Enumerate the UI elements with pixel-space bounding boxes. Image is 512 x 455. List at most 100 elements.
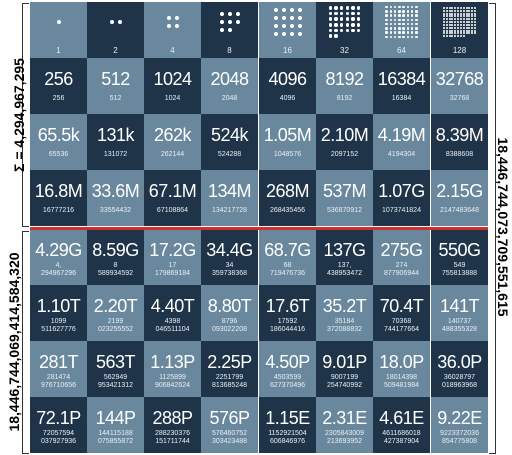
exact-value: 67108864: [156, 207, 189, 214]
dot: [468, 15, 471, 18]
dot: [459, 23, 462, 26]
exact-value: 1152921504 606846976: [268, 430, 307, 445]
dot: [454, 6, 457, 9]
dot: [415, 14, 418, 17]
value-cell: 70.4T 70368 744177664: [373, 285, 430, 341]
dot: [451, 26, 454, 29]
exact-value: 8388608: [445, 151, 474, 158]
dot: [462, 6, 465, 9]
dot: [351, 28, 355, 33]
dot: [398, 5, 401, 9]
dot: [448, 32, 451, 35]
dot: [462, 23, 465, 26]
dot: [462, 35, 465, 38]
dot: [398, 22, 401, 26]
dot: [339, 17, 344, 21]
dot: [454, 12, 457, 15]
dot: [389, 35, 393, 39]
dot: [457, 32, 460, 35]
dot: [457, 29, 460, 32]
exact-value: 144115188 075855872: [97, 430, 134, 445]
exact-value: 281474 976710656: [40, 374, 77, 389]
value-cell: 4.50P 4503599 627370496: [259, 341, 316, 397]
dot: [393, 18, 397, 22]
dot: [471, 21, 474, 23]
dot: [415, 35, 418, 39]
value-cell: 2.10M 2097152: [316, 114, 373, 170]
exact-value: 562949 953421312: [97, 374, 134, 389]
dot: [454, 18, 457, 21]
abbreviated-value: 4.19M: [377, 125, 426, 145]
dot-count-label: 1: [56, 46, 61, 55]
dot: [465, 32, 468, 35]
value-cell: 524k 524288: [201, 114, 258, 170]
abbreviated-value: 1.10T: [36, 296, 81, 316]
exact-value: 1125899 906842624: [154, 374, 191, 389]
value-cell: 8.80T 8796 093022208: [201, 285, 258, 341]
abbreviated-value: 268M: [265, 181, 310, 201]
exact-value: 4398 046511104: [155, 318, 190, 333]
value-cell: 2.20T 2199 023255552: [87, 285, 144, 341]
abbreviated-value: 9.01P: [322, 352, 367, 372]
dot: [334, 28, 338, 33]
exact-value: 262144: [160, 151, 185, 158]
abbreviated-value: 1024: [153, 69, 192, 89]
dot: [328, 23, 333, 27]
abbreviated-value: 512: [101, 69, 130, 89]
abbreviated-value: 4.29G: [35, 240, 82, 260]
exact-value: 4503599 627370496: [269, 374, 306, 389]
dot: [297, 16, 302, 20]
dot: [328, 11, 333, 16]
dot: [166, 16, 171, 20]
dot: [471, 12, 474, 15]
exact-value: 549 755813888: [441, 262, 478, 277]
abbreviated-value: 35.2T: [322, 296, 367, 316]
exact-value: 17592 186044416: [269, 318, 306, 333]
abbreviated-value: 8192: [325, 69, 364, 89]
value-cell: 72.1P 72057594 037927936: [30, 397, 87, 453]
dot: [459, 15, 462, 18]
abbreviated-value: 1.13P: [150, 352, 195, 372]
dot: [415, 22, 418, 26]
exact-value: 33554432: [99, 207, 132, 214]
value-cell: 68.7G 68 719476736: [259, 229, 316, 285]
dot: [445, 29, 448, 32]
dot-pattern: [259, 2, 316, 42]
dot: [339, 28, 344, 33]
dot-cell: 64: [373, 2, 430, 58]
dot: [219, 12, 224, 16]
exact-value: 134217728: [211, 207, 248, 214]
dot: [468, 6, 471, 9]
dot: [351, 6, 355, 10]
abbreviated-value: 65.5k: [37, 125, 80, 145]
abbreviated-value: 1.15E: [265, 408, 310, 428]
abbreviated-value: 288P: [152, 408, 193, 428]
value-cell: 1.07G 1073741824: [373, 170, 430, 226]
dot: [454, 23, 457, 26]
dot: [402, 27, 405, 30]
dot-cell: 2: [87, 2, 144, 58]
abbreviated-value: 1.07G: [378, 181, 425, 201]
dot: [442, 21, 445, 23]
dot: [328, 6, 333, 10]
abbreviated-value: 9.22E: [437, 408, 482, 428]
value-cell: 16384 16384: [373, 58, 430, 114]
dot: [448, 29, 451, 32]
dot: [442, 6, 445, 9]
dot-cell: 4: [144, 2, 201, 58]
dot: [174, 16, 179, 20]
value-cell: 34.4G 34 359738368: [201, 229, 258, 285]
dot: [219, 28, 224, 32]
dot: [345, 11, 350, 16]
dot: [445, 32, 448, 35]
value-cell: 1.15E 1152921504 606846976: [259, 397, 316, 453]
exact-value: 18014398 509481984: [383, 374, 420, 389]
abbreviated-value: 524k: [210, 125, 249, 145]
dot-cell: 128: [431, 2, 488, 58]
dot: [406, 22, 410, 26]
dot: [474, 32, 477, 35]
dot: [451, 15, 454, 18]
exact-value: 1073741824: [382, 207, 421, 214]
value-cell: 137G 137, 438953472: [316, 229, 373, 285]
dot: [385, 18, 388, 22]
